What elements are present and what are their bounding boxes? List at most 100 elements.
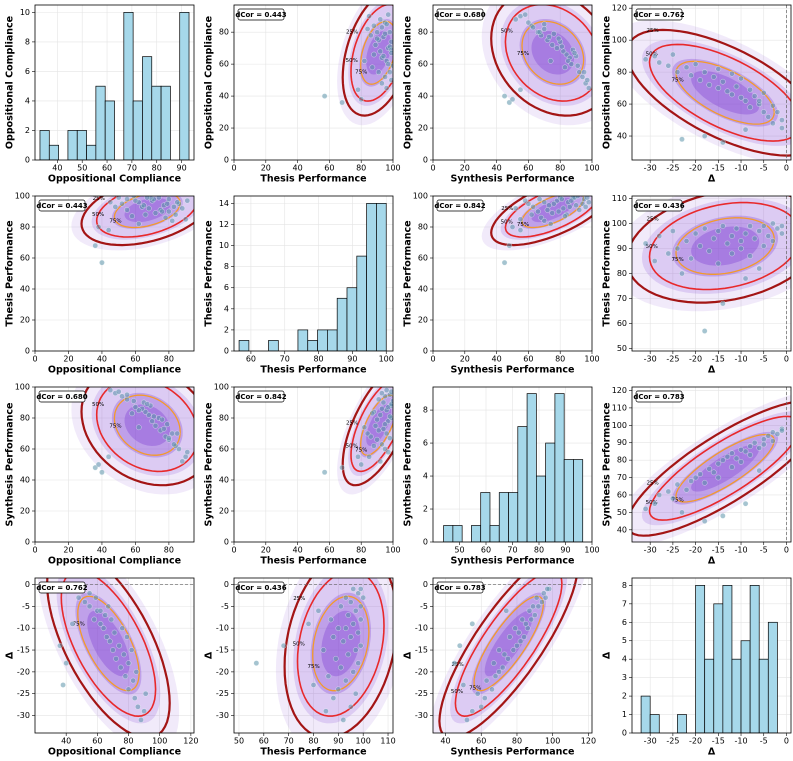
point — [377, 412, 384, 418]
contour-label: 25% — [452, 662, 464, 668]
x-tick-label: 90 — [333, 737, 343, 746]
point — [729, 233, 735, 239]
y-tick-label: 0 — [25, 580, 30, 589]
point — [779, 125, 785, 131]
y-tick-label: 1 — [622, 710, 627, 719]
point — [546, 34, 552, 40]
y-tick-label: 70 — [617, 294, 627, 303]
point — [383, 430, 390, 437]
x-tick-label: 80 — [164, 546, 174, 555]
y-tick-label: 80 — [219, 28, 229, 37]
x-tick-label: 100 — [545, 737, 560, 746]
x-tick-label: 70 — [507, 546, 517, 555]
point — [142, 690, 149, 697]
x-tick-label: 0 — [784, 737, 789, 746]
y-tick-label: 40 — [219, 476, 229, 485]
point — [679, 509, 685, 516]
point — [169, 218, 175, 224]
point — [742, 275, 749, 282]
point — [388, 50, 393, 56]
plot-content: 25% 50% 75% — [481, 5, 592, 126]
point — [665, 62, 672, 69]
y-axis-label: Oppositional Compliance — [602, 16, 613, 149]
point — [388, 77, 393, 83]
point — [571, 50, 578, 56]
point — [568, 61, 575, 67]
y-tick-label: 6 — [224, 283, 229, 292]
bar — [327, 329, 338, 351]
point — [159, 416, 165, 423]
bar — [508, 492, 519, 542]
plot-frame — [233, 386, 394, 543]
point — [555, 208, 562, 215]
x-tick-label: 100 — [584, 164, 599, 173]
x-axis-label: Synthesis Performance — [450, 365, 574, 376]
bar — [123, 12, 134, 160]
point — [132, 695, 138, 701]
x-tick-label: 40 — [492, 355, 502, 364]
annotation: dCor = 0.783 — [633, 393, 684, 401]
point — [375, 396, 382, 403]
density-fill — [519, 19, 586, 87]
point — [541, 199, 548, 205]
y-tick-label: 90 — [617, 244, 627, 253]
y-tick-label: 40 — [617, 525, 627, 534]
point — [530, 603, 536, 610]
x-tick-label: -15 — [712, 546, 725, 555]
y-axis-label: Thesis Performance — [204, 220, 215, 326]
x-tick-label: 100 — [152, 737, 167, 746]
bar — [498, 492, 509, 542]
point — [364, 26, 371, 32]
panel: 0 20 40 60 80 100 0 20 40 60 80 25% 50% 75% dCor = 0.4… — [204, 4, 401, 185]
point — [715, 474, 722, 481]
point — [385, 11, 391, 18]
bar — [443, 525, 454, 542]
y-tick-label: 60 — [617, 100, 627, 109]
contour-line — [60, 578, 157, 718]
y-tick-label: -30 — [216, 711, 229, 720]
point — [770, 102, 776, 109]
point — [720, 78, 726, 85]
point — [760, 436, 767, 442]
point — [559, 196, 565, 202]
contour-line — [675, 433, 775, 503]
density-fill — [641, 198, 791, 294]
point — [124, 396, 130, 403]
plot-frame — [432, 195, 593, 352]
plot-content: 25% 50% 75% — [481, 196, 592, 266]
x-tick-label: -30 — [644, 737, 657, 746]
point — [756, 445, 762, 451]
x-axis-label: Oppositional Compliance — [48, 365, 181, 376]
density-fill — [531, 31, 575, 75]
point — [124, 391, 130, 398]
point — [387, 29, 393, 35]
x-tick-label: 80 — [313, 355, 323, 364]
x-tick-label: 40 — [61, 737, 71, 746]
x-tick-label: 60 — [102, 164, 112, 173]
x-tick-label: -10 — [734, 355, 747, 364]
point — [364, 430, 371, 437]
plot-frame — [34, 195, 195, 352]
plot-content — [238, 203, 387, 351]
point — [706, 466, 712, 472]
point — [779, 230, 785, 237]
y-tick-label: 0 — [423, 156, 428, 165]
point — [387, 435, 393, 441]
x-axis-label: Oppositional Compliance — [48, 556, 181, 567]
point — [124, 196, 130, 202]
plot-content — [443, 393, 584, 542]
x-tick-label: 90 — [347, 355, 357, 364]
plot-content: 25% 50% 75% — [632, 387, 791, 542]
density-fill — [691, 444, 760, 492]
y-axis-label: Oppositional Compliance — [5, 16, 16, 149]
x-tick-label: 100 — [584, 355, 599, 364]
point — [656, 233, 663, 239]
point — [164, 200, 170, 207]
y-tick-label: 60 — [219, 445, 229, 454]
point — [343, 625, 349, 631]
point — [102, 612, 108, 618]
point — [760, 243, 767, 249]
y-tick-label: 0 — [224, 156, 229, 165]
point — [674, 481, 681, 488]
plot-background — [433, 5, 592, 160]
